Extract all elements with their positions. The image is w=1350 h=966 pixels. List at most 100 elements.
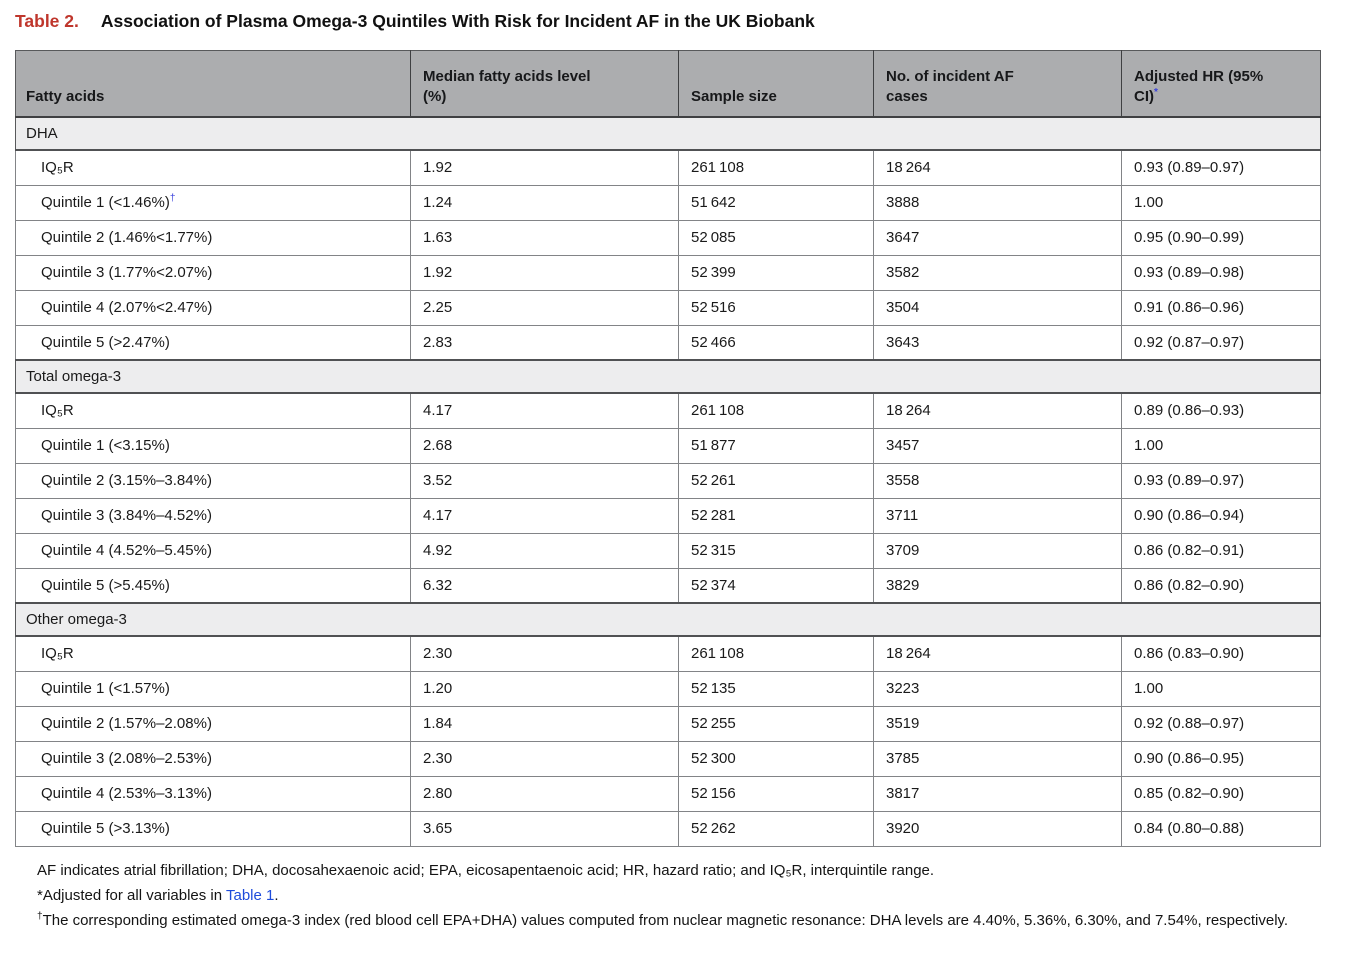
table-row: IQ₅R 4.17 261 108 18 264 0.89 (0.86–0.93… [15,392,1321,429]
median-cell: 1.92 [410,149,679,186]
fatty-acid-cell: Quintile 2 (3.15%–3.84%) [15,462,411,499]
cases-cell: 18 264 [873,149,1122,186]
dagger-footnote-marker[interactable]: † [169,192,176,204]
sample-size-cell: 52 399 [678,254,874,291]
sample-size-cell: 51 642 [678,184,874,221]
fatty-acid-cell: Quintile 2 (1.57%–2.08%) [15,705,411,742]
cases-cell: 18 264 [873,635,1122,672]
table-row: IQ₅R 2.30 261 108 18 264 0.86 (0.83–0.90… [15,635,1321,672]
sample-size-cell: 52 315 [678,532,874,569]
median-cell: 3.65 [410,810,679,847]
table-row: Quintile 3 (1.77%<2.07%) 1.92 52 399 358… [15,254,1321,291]
col-header-median-level: Median fatty acids level (%) [410,50,679,119]
hr-cell: 0.93 (0.89–0.97) [1121,462,1321,499]
median-cell: 1.84 [410,705,679,742]
fatty-acid-cell: Quintile 1 (<3.15%) [15,427,411,464]
median-cell: 4.17 [410,497,679,534]
page: Table 2. Association of Plasma Omega-3 Qu… [15,11,1325,933]
col-header-sample-size: Sample size [678,50,874,119]
hr-cell: 0.86 (0.83–0.90) [1121,635,1321,672]
hr-cell: 0.84 (0.80–0.88) [1121,810,1321,847]
cases-cell: 3829 [873,567,1122,604]
sample-size-cell: 52 261 [678,462,874,499]
sample-size-cell: 52 156 [678,775,874,812]
table-row: Quintile 1 (<1.57%) 1.20 52 135 3223 1.0… [15,670,1321,707]
table-title: Association of Plasma Omega-3 Quintiles … [100,11,815,31]
section-row-total-omega3: Total omega-3 [15,359,1321,395]
fatty-acid-cell: Quintile 1 (<1.57%) [15,670,411,707]
table-row: Quintile 2 (1.46%<1.77%) 1.63 52 085 364… [15,219,1321,256]
table-row: Quintile 4 (4.52%–5.45%) 4.92 52 315 370… [15,532,1321,569]
col-header-adjusted-hr: Adjusted HR (95% CI)* [1121,50,1321,119]
cases-cell: 3920 [873,810,1122,847]
median-cell: 2.25 [410,289,679,326]
table-row: Quintile 2 (1.57%–2.08%) 1.84 52 255 351… [15,705,1321,742]
sample-size-cell: 52 255 [678,705,874,742]
section-row-dha: DHA [15,116,1321,152]
fatty-acid-cell: IQ₅R [15,392,411,429]
table-row: Quintile 5 (>3.13%) 3.65 52 262 3920 0.8… [15,810,1321,847]
median-cell: 4.92 [410,532,679,569]
fatty-acid-cell: Quintile 1 (<1.46%)† [15,184,411,221]
col-header-incident-af-cases: No. of incident AF cases [873,50,1122,119]
footnotes: AF indicates atrial fibrillation; DHA, d… [15,858,1325,933]
table-row: Quintile 2 (3.15%–3.84%) 3.52 52 261 355… [15,462,1321,499]
fatty-acid-cell: IQ₅R [15,149,411,186]
median-cell: 6.32 [410,567,679,604]
hr-cell: 1.00 [1121,670,1321,707]
fatty-acid-cell: Quintile 5 (>2.47%) [15,324,411,361]
cases-cell: 18 264 [873,392,1122,429]
table-row: IQ₅R 1.92 261 108 18 264 0.93 (0.89–0.97… [15,149,1321,186]
fatty-acid-cell: Quintile 3 (2.08%–2.53%) [15,740,411,777]
table-row: Quintile 4 (2.07%<2.47%) 2.25 52 516 350… [15,289,1321,326]
median-cell: 1.92 [410,254,679,291]
sample-size-cell: 261 108 [678,635,874,672]
fatty-acid-cell: Quintile 4 (2.53%–3.13%) [15,775,411,812]
cases-cell: 3558 [873,462,1122,499]
section-label: DHA [15,116,1321,152]
hr-cell: 1.00 [1121,427,1321,464]
median-cell: 2.30 [410,635,679,672]
omega3-af-table: Fatty acids Median fatty acids level (%)… [15,49,1321,847]
hr-cell: 0.92 (0.88–0.97) [1121,705,1321,742]
sample-size-cell: 261 108 [678,392,874,429]
cases-cell: 3785 [873,740,1122,777]
fatty-acid-cell: Quintile 3 (1.77%<2.07%) [15,254,411,291]
sample-size-cell: 52 085 [678,219,874,256]
sample-size-cell: 261 108 [678,149,874,186]
median-cell: 3.52 [410,462,679,499]
asterisk-footnote-marker[interactable]: * [1154,87,1158,98]
cases-cell: 3888 [873,184,1122,221]
cases-cell: 3223 [873,670,1122,707]
hr-cell: 0.90 (0.86–0.95) [1121,740,1321,777]
hr-cell: 0.93 (0.89–0.98) [1121,254,1321,291]
cases-cell: 3457 [873,427,1122,464]
fatty-acid-cell: IQ₅R [15,635,411,672]
table-header: Fatty acids Median fatty acids level (%)… [15,50,1321,119]
median-cell: 2.68 [410,427,679,464]
median-cell: 1.63 [410,219,679,256]
cases-cell: 3519 [873,705,1122,742]
table-1-link[interactable]: Table 1 [226,886,275,904]
footnote-dagger: †The corresponding estimated omega-3 ind… [37,910,1289,929]
fatty-acid-cell: Quintile 5 (>5.45%) [15,567,411,604]
section-row-other-omega3: Other omega-3 [15,602,1321,638]
sample-size-cell: 52 281 [678,497,874,534]
table-row: Quintile 3 (2.08%–2.53%) 2.30 52 300 378… [15,740,1321,777]
sample-size-cell: 52 516 [678,289,874,326]
table-number-label: Table 2. [15,11,79,31]
col-header-fatty-acids: Fatty acids [15,50,411,119]
hr-cell: 0.92 (0.87–0.97) [1121,324,1321,361]
median-cell: 2.30 [410,740,679,777]
table-row: Quintile 3 (3.84%–4.52%) 4.17 52 281 371… [15,497,1321,534]
sample-size-cell: 52 466 [678,324,874,361]
hr-cell: 0.89 (0.86–0.93) [1121,392,1321,429]
cases-cell: 3817 [873,775,1122,812]
fatty-acid-cell: Quintile 5 (>3.13%) [15,810,411,847]
dagger-symbol: † [37,910,43,922]
footnote-asterisk: *Adjusted for all variables in Table 1. [37,886,279,904]
sample-size-cell: 52 300 [678,740,874,777]
median-cell: 2.83 [410,324,679,361]
sample-size-cell: 52 135 [678,670,874,707]
table-row: Quintile 1 (<1.46%)† 1.24 51 642 3888 1.… [15,184,1321,221]
